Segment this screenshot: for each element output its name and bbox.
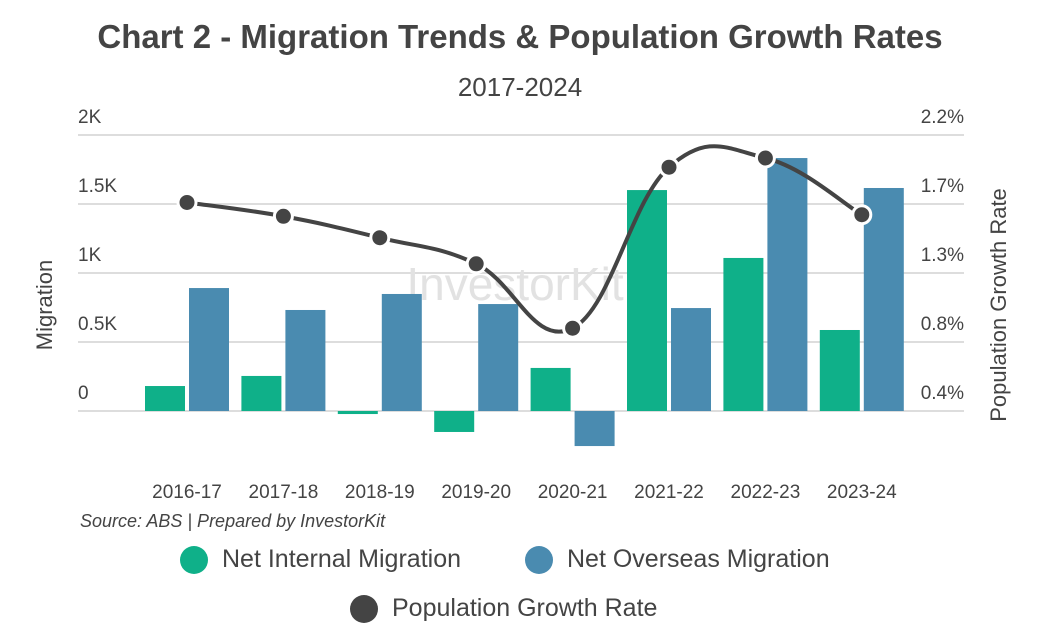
legend-item-net-overseas-migration[interactable]: Net Overseas Migration bbox=[525, 545, 830, 574]
y-tick-label: 0 bbox=[78, 383, 89, 404]
y-tick-label: 1.5K bbox=[78, 176, 117, 197]
growth-rate-point bbox=[369, 227, 391, 249]
x-tick-label: 2016-17 bbox=[152, 482, 222, 503]
bar-net-internal-migration bbox=[241, 375, 282, 411]
bar-net-internal-migration bbox=[723, 257, 764, 411]
bar-net-internal-migration bbox=[145, 386, 185, 411]
x-tick-label: 2022-23 bbox=[731, 482, 801, 503]
x-tick-label: 2018-19 bbox=[345, 482, 415, 503]
bar-net-overseas-migration bbox=[671, 308, 711, 411]
bar-net-internal-migration bbox=[530, 367, 571, 411]
bar-net-internal-migration bbox=[337, 411, 378, 415]
bar-net-internal-migration bbox=[434, 411, 475, 432]
growth-rate-line bbox=[186, 144, 863, 334]
legend-item-population-growth-rate[interactable]: Population Growth Rate bbox=[350, 594, 657, 623]
source-note: Source: ABS | Prepared by InvestorKit bbox=[80, 511, 386, 531]
legend-label: Population Growth Rate bbox=[392, 594, 658, 622]
y2-tick-label: 1.3% bbox=[921, 245, 964, 266]
y-tick-label: 0.5K bbox=[78, 314, 117, 335]
growth-rate-point bbox=[465, 253, 487, 275]
x-tick-label: 2020-21 bbox=[538, 482, 608, 503]
y-tick-label: 2K bbox=[78, 107, 102, 128]
growth-rate-point bbox=[851, 204, 873, 226]
bar-net-overseas-migration bbox=[478, 304, 519, 411]
bar-net-overseas-migration bbox=[381, 293, 422, 411]
x-tick-label: 2019-20 bbox=[441, 482, 511, 503]
y2-tick-label: 2.2% bbox=[921, 107, 964, 128]
bar-net-overseas-migration bbox=[189, 288, 229, 411]
legend-marker-icon bbox=[350, 594, 378, 623]
y2-tick-label: 0.8% bbox=[921, 314, 964, 335]
growth-rate-point bbox=[176, 191, 198, 213]
y-axis-title: Migration bbox=[32, 260, 57, 350]
legend-item-net-internal-migration[interactable]: Net Internal Migration bbox=[180, 545, 461, 574]
chart-subtitle: 2017-2024 bbox=[457, 72, 583, 102]
bar-net-internal-migration bbox=[819, 329, 860, 411]
legend-label: Net Internal Migration bbox=[222, 545, 462, 573]
y2-tick-label: 0.4% bbox=[921, 383, 964, 404]
x-tick-label: 2017-18 bbox=[249, 482, 319, 503]
bar-net-overseas-migration bbox=[767, 158, 808, 411]
growth-rate-point bbox=[658, 156, 680, 178]
legend-marker-icon bbox=[525, 545, 553, 574]
growth-rate-point bbox=[562, 317, 584, 339]
growth-rate-point bbox=[754, 147, 776, 169]
y2-axis-title: Population Growth Rate bbox=[986, 188, 1011, 422]
y2-tick-label: 1.7% bbox=[921, 176, 964, 197]
chart-title: Chart 2 - Migration Trends & Population … bbox=[97, 18, 943, 55]
legend-label: Net Overseas Migration bbox=[567, 545, 830, 573]
x-tick-label: 2021-22 bbox=[634, 482, 704, 503]
legend-marker-icon bbox=[180, 545, 208, 574]
y-tick-label: 1K bbox=[78, 245, 102, 266]
bar-net-overseas-migration bbox=[285, 309, 326, 411]
growth-rate-point bbox=[272, 205, 294, 227]
x-tick-label: 2023-24 bbox=[827, 482, 897, 503]
bar-net-overseas-migration bbox=[574, 411, 615, 447]
bar-net-overseas-migration bbox=[863, 187, 904, 411]
